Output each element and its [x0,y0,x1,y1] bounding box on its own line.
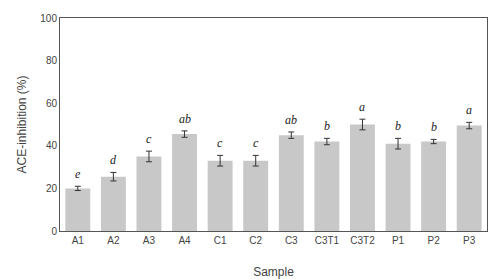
svg-text:A2: A2 [107,235,120,246]
svg-text:b: b [324,119,330,133]
svg-text:0: 0 [51,226,57,237]
svg-text:P2: P2 [428,235,441,246]
svg-text:ab: ab [285,113,297,127]
svg-text:A3: A3 [143,235,156,246]
svg-text:C3T1: C3T1 [315,235,340,246]
svg-text:A4: A4 [178,235,191,246]
svg-text:ab: ab [179,112,191,126]
svg-text:c: c [217,136,223,150]
svg-text:C2: C2 [249,235,262,246]
svg-text:a: a [466,103,472,117]
svg-text:d: d [110,153,117,167]
svg-text:C1: C1 [214,235,227,246]
svg-text:e: e [75,167,81,181]
svg-text:P3: P3 [463,235,476,246]
svg-text:ACE-inhibition (%): ACE-inhibition (%) [15,75,29,173]
svg-text:20: 20 [46,183,58,194]
svg-text:c: c [253,136,259,150]
svg-text:80: 80 [46,55,58,66]
svg-text:a: a [359,100,365,114]
svg-text:60: 60 [46,98,58,109]
svg-text:100: 100 [40,13,57,24]
svg-text:b: b [395,119,401,133]
svg-text:c: c [146,132,152,146]
svg-text:C3T2: C3T2 [350,235,375,246]
svg-text:b: b [431,120,437,134]
svg-text:Sample: Sample [253,265,294,279]
svg-text:40: 40 [46,140,58,151]
svg-text:A1: A1 [72,235,85,246]
svg-text:C3: C3 [285,235,298,246]
svg-text:P1: P1 [392,235,405,246]
